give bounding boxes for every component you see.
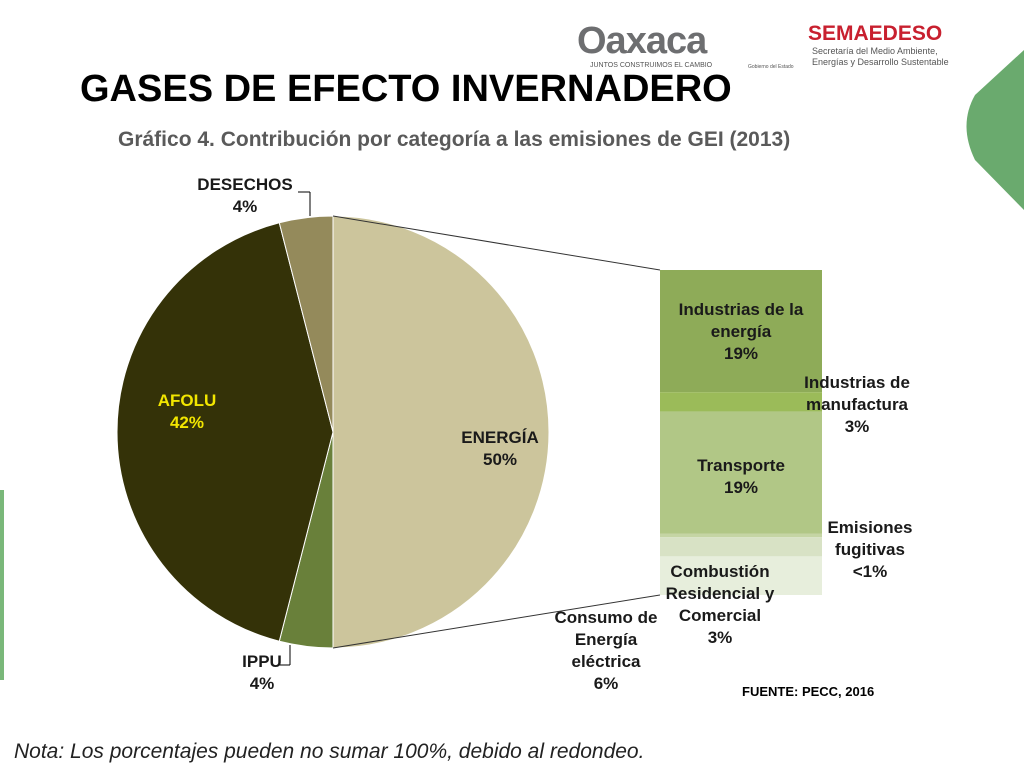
government: Gobierno del Estado [748, 64, 794, 70]
agency: SEMAEDESO [808, 22, 943, 45]
label-name: ENERGÍA [461, 427, 539, 447]
label-name: Industrias de manufactura [804, 372, 910, 414]
source: FUENTE: PECC, 2016 [742, 684, 875, 699]
bar-label: Industrias de manufactura 3% [787, 372, 927, 438]
bar-label: Emisiones fugitivas <1% [810, 517, 930, 583]
pie-label: ENERGÍA 50% [461, 427, 538, 471]
label-value: 3% [844, 417, 870, 437]
label-value: <1% [852, 562, 888, 582]
agency-name: Secretaría del Medio Ambiente, Energías … [812, 46, 949, 67]
label-value: 3% [707, 628, 733, 648]
bar-label: Industrias de la energía 19% [661, 299, 821, 365]
label-name: Industrias de la energía [678, 299, 804, 341]
decoration [0, 490, 4, 680]
bar-segment [660, 411, 822, 534]
bar-segment [660, 270, 822, 393]
label-name: Transporte [697, 455, 785, 475]
label-value: 50% [482, 450, 518, 469]
bar-label: Consumo de Energía eléctrica 6% [541, 607, 671, 695]
pie-label: DESECHOS 4% [197, 174, 292, 218]
label-name: Combustión Residencial y Comercial [665, 561, 775, 625]
pie-label: AFOLU 42% [158, 390, 217, 434]
label-value: 4% [249, 674, 275, 693]
bar-segment [660, 392, 822, 412]
pie-slice [332, 215, 550, 649]
bar-segment [660, 556, 822, 595]
bar-label: Combustión Residencial y Comercial 3% [650, 561, 790, 649]
label-name: Consumo de Energía eléctrica [554, 607, 658, 671]
decoration [966, 50, 1024, 210]
pie-label: IPPU 4% [242, 651, 282, 695]
pie-slice [278, 215, 334, 433]
label-value: 19% [723, 344, 759, 364]
bar-label: Transporte 19% [661, 455, 821, 499]
pie-slice [116, 222, 334, 642]
label-value: 42% [169, 413, 205, 432]
label-name: IPPU [242, 651, 282, 671]
chart-title: Gráfico 4. Contribución por categoría a … [118, 128, 791, 151]
label-value: 4% [232, 197, 258, 216]
label-name: DESECHOS [197, 174, 293, 194]
slide-title: GASES DE EFECTO INVERNADERO [80, 68, 732, 110]
label-value: 6% [593, 674, 619, 694]
label-name: Emisiones fugitivas [827, 517, 913, 559]
connector [332, 215, 661, 271]
label-value: 19% [723, 478, 759, 497]
bar-segment [660, 533, 822, 538]
bar-segment [660, 537, 822, 557]
label-name: AFOLU [157, 390, 217, 410]
note: Nota: Los porcentajes pueden no sumar 10… [14, 740, 645, 763]
logo: Oaxaca [577, 20, 707, 62]
logo-tagline: JUNTOS CONSTRUIMOS EL CAMBIO [590, 62, 713, 69]
connector [332, 594, 661, 649]
